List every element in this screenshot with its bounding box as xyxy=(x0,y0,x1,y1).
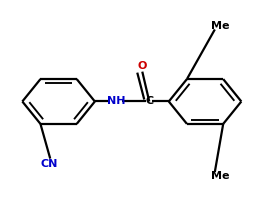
Text: Me: Me xyxy=(211,21,230,31)
Text: Me: Me xyxy=(211,171,230,180)
Text: O: O xyxy=(138,61,147,71)
Text: C: C xyxy=(145,97,153,106)
Text: CN: CN xyxy=(40,159,57,169)
Text: NH: NH xyxy=(107,97,125,106)
